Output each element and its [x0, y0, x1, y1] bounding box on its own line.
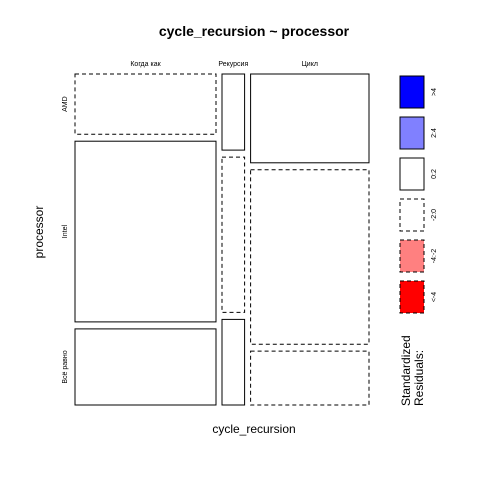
mosaic-cells: [74, 73, 370, 406]
x-tick-label-cat-0: Когда как: [130, 61, 161, 68]
legend-swatch-2: [399, 116, 425, 150]
y-tick-label-cat-2: Всё равно: [62, 350, 69, 383]
mosaic-cell-cat-1-cat-2: [221, 318, 246, 406]
legend-label-3: 0:2: [431, 169, 438, 179]
mosaic-tick-labels: Когда как Рекурсия Цикл AMD Intel Всё равно: [62, 61, 318, 384]
mosaic-cell-cat-2-intel: [250, 169, 370, 345]
legend-swatch-1: [399, 75, 425, 109]
legend-swatch-3: [399, 157, 425, 191]
x-tick-label-cat-1: Рекурсия: [218, 61, 248, 68]
legend-title-line2: Residuals:: [412, 350, 426, 406]
legend-label-1: >4: [431, 88, 438, 96]
mosaic-cell-cat-0-cat-2: [74, 328, 217, 406]
mosaic-cell-cat-2-amd: [250, 73, 370, 164]
legend-label-6: <-4: [431, 292, 438, 302]
mosaic-cell-cat-1-intel: [221, 156, 246, 313]
y-tick-label-amd: AMD: [62, 96, 69, 112]
residuals-legend: >4 2:4 0:2 -2:0 -4:-2 <-4: [399, 75, 438, 314]
legend-label-4: -2:0: [431, 209, 438, 221]
x-axis-label: cycle_recursion: [212, 422, 295, 436]
mosaic-cell-cat-0-intel: [74, 140, 217, 323]
mosaic-cell-cat-2-cat-2: [250, 350, 370, 406]
legend-label-2: 2:4: [431, 128, 438, 138]
x-tick-label-cat-2: Цикл: [302, 61, 318, 68]
legend-swatch-5: [399, 239, 425, 273]
mosaic-cell-cat-1-amd: [221, 73, 246, 151]
chart-title: cycle_recursion ~ processor: [159, 23, 350, 39]
legend-title-line1: Standardized: [399, 335, 413, 406]
y-tick-label-intel: Intel: [62, 225, 69, 239]
y-axis-label: processor: [32, 206, 46, 259]
legend-label-5: -4:-2: [431, 249, 438, 264]
mosaic-cell-cat-0-amd: [74, 73, 217, 135]
legend-swatch-6: [399, 280, 425, 314]
legend-swatch-4: [399, 198, 425, 232]
